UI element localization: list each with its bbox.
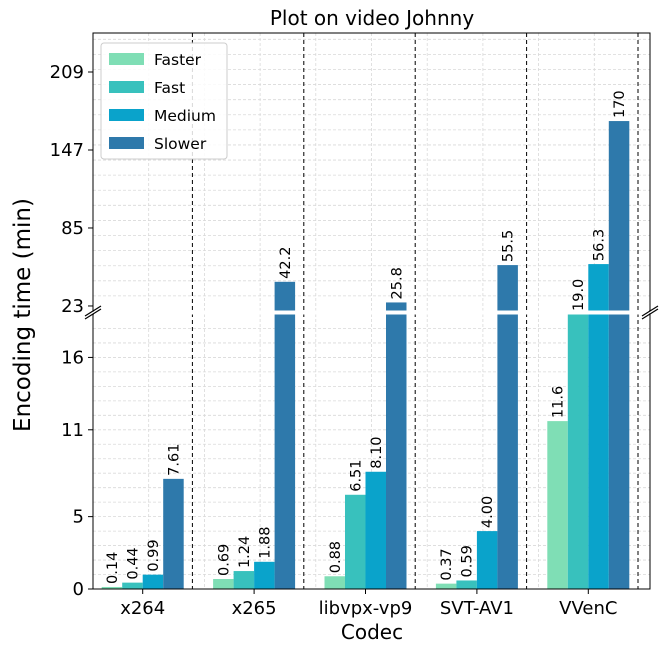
axis-break-mark-right	[641, 305, 659, 317]
bar-value-label: 7.61	[166, 444, 182, 476]
bar	[163, 478, 184, 589]
x-tick-label: x264	[120, 598, 165, 619]
bar-value-label: 0.99	[146, 539, 162, 571]
axis-break-mark-left	[84, 308, 102, 320]
bar	[497, 265, 518, 311]
bar-value-label: 42.2	[278, 247, 294, 279]
axes-frame	[84, 32, 659, 590]
bar	[254, 561, 275, 589]
bar	[588, 264, 609, 311]
bar-value-label: 55.5	[501, 230, 517, 262]
bar	[274, 314, 296, 589]
bar	[547, 421, 568, 589]
legend-swatch	[109, 109, 144, 121]
bar	[142, 574, 164, 589]
bar-value-label: 1.24	[237, 536, 253, 568]
x-tick-label: libvpx-vp9	[319, 598, 413, 619]
bar-value-label: 56.3	[592, 229, 608, 261]
axis-break-mark-right	[641, 308, 659, 320]
bar-value-label: 19.0	[571, 279, 587, 311]
y-tick-label: 23	[61, 296, 84, 317]
bar-value-label: 0.59	[460, 545, 476, 577]
bar	[122, 582, 143, 589]
bar	[386, 314, 407, 589]
bar-value-labels: 0.14 0.69 0.88 0.37 11.6 0.44 1.24 6.51 0.59 19.0…	[105, 90, 628, 584]
bar	[233, 571, 255, 589]
bar-value-label: 0.37	[439, 548, 455, 580]
y-tick-label: 5	[73, 507, 84, 528]
x-axis-title: Codec	[341, 620, 403, 644]
bar	[608, 314, 630, 589]
legend-swatch	[109, 81, 144, 93]
legend-swatch	[109, 137, 144, 149]
bar	[324, 576, 345, 589]
legend-swatch	[109, 53, 144, 65]
bar	[567, 314, 589, 589]
bar-value-label: 170	[612, 90, 628, 118]
bar	[497, 314, 518, 589]
bar	[101, 586, 123, 589]
bar	[386, 302, 407, 311]
bar-value-label: 0.69	[216, 544, 232, 576]
y-axis-title: Encoding time (min)	[10, 198, 36, 432]
bar	[435, 583, 457, 589]
bar	[274, 281, 296, 311]
legend-label: Faster	[154, 51, 202, 69]
bar-value-label: 11.6	[551, 386, 567, 418]
bar	[345, 494, 366, 589]
bar	[588, 314, 609, 589]
bar-value-label: 0.44	[125, 547, 141, 579]
x-tick-label: x265	[232, 598, 277, 619]
legend-label: Medium	[154, 107, 216, 125]
bar-value-label: 6.51	[348, 459, 364, 491]
y-tick-label: 147	[50, 140, 84, 161]
bar-value-label: 8.10	[369, 436, 385, 468]
x-tick-label: VVenC	[559, 598, 617, 619]
bar-value-label: 1.88	[257, 526, 273, 558]
y-tick-label: 11	[61, 420, 84, 441]
legend-label: Slower	[154, 135, 207, 153]
bar-value-label: 0.14	[105, 552, 121, 584]
y-tick-label: 16	[61, 347, 84, 368]
bars	[101, 121, 630, 589]
y-tick-label: 209	[50, 62, 84, 83]
bar	[365, 471, 386, 589]
axis-break-gap	[94, 310, 649, 315]
bar	[456, 580, 477, 589]
axis-ticks: 0 5 11 16 23 85 147 209 x264 x265 libvpx-vp9 SVT-AV…	[50, 62, 618, 619]
bar	[608, 121, 630, 312]
y-tick-label: 0	[73, 579, 84, 600]
chart-title: Plot on video Johnny	[270, 6, 474, 30]
y-tick-label: 85	[61, 218, 84, 239]
axis-break-mark-left	[84, 305, 102, 317]
legend-box	[100, 42, 228, 160]
bar	[476, 531, 498, 589]
bar-value-label: 4.00	[480, 496, 496, 528]
legend-label: Fast	[154, 79, 185, 97]
legend: Faster Fast Medium Slower	[100, 42, 228, 160]
bar-value-label: 25.8	[389, 267, 405, 299]
x-tick-label: SVT-AV1	[440, 598, 514, 619]
bar	[213, 579, 234, 589]
bar-value-label: 0.88	[328, 541, 344, 573]
